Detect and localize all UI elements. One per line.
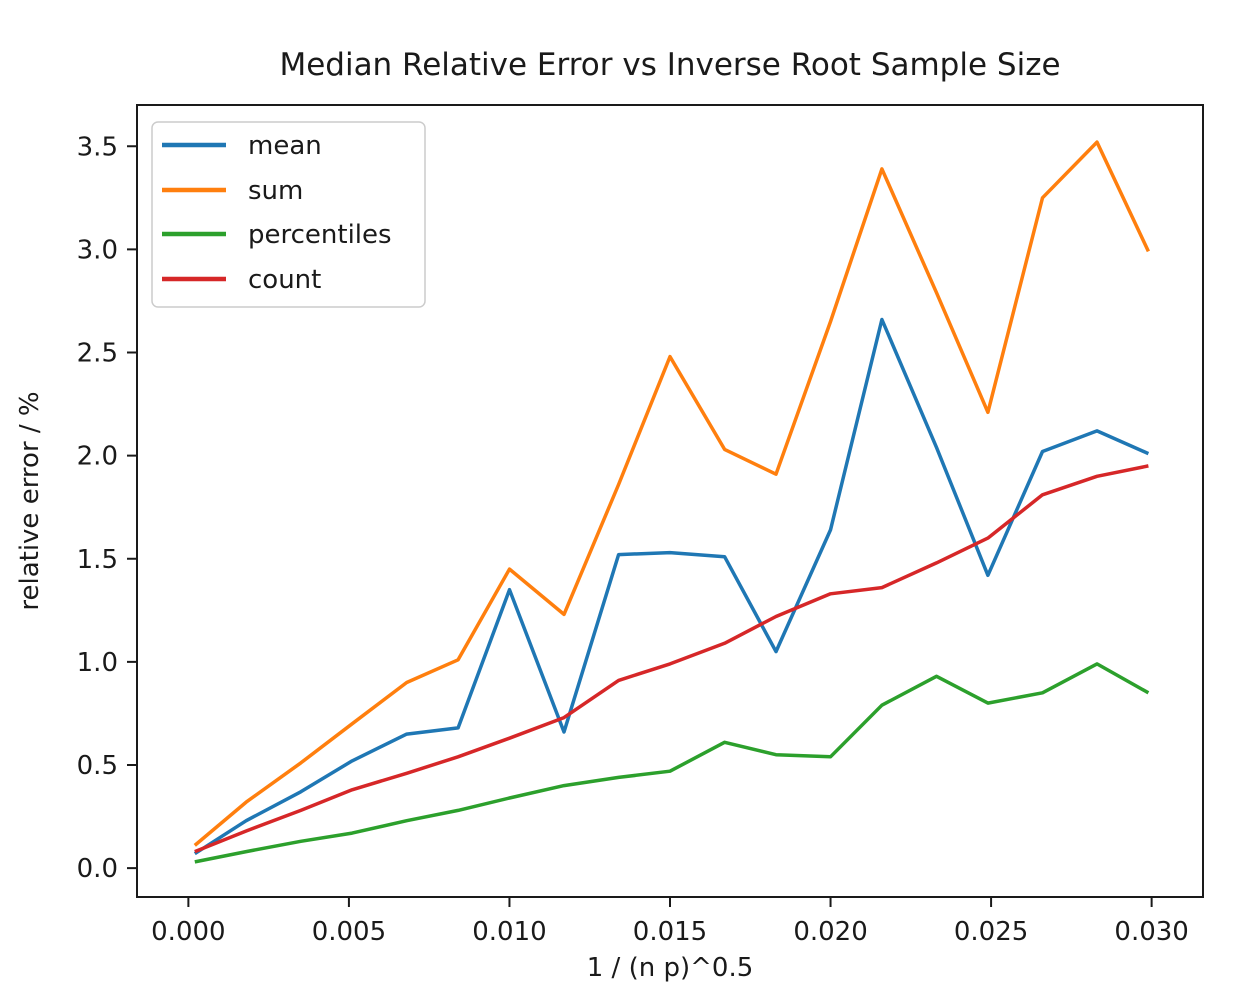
series-line-count	[194, 464, 1149, 854]
series-line-percentiles	[194, 662, 1150, 864]
x-tick-label: 0.015	[633, 917, 707, 947]
series-lines	[193, 140, 1150, 864]
legend-label-percentiles: percentiles	[248, 220, 392, 250]
y-tick-group: 0.0 0.5 1.0 1.5 2.0 2.5 3.0 3.5	[77, 132, 137, 884]
y-tick-label: 3.5	[77, 132, 118, 162]
legend-rows: mean sum percentiles count	[162, 131, 392, 295]
chart-title: Median Relative Error vs Inverse Root Sa…	[279, 47, 1060, 83]
x-axis: 0.000 0.005 0.010 0.015 0.020 0.025 0.030 1 / …	[151, 897, 1189, 983]
y-tick-label: 0.5	[77, 751, 118, 781]
x-tick-label: 0.025	[954, 917, 1028, 947]
legend-label-count: count	[248, 265, 321, 295]
x-tick-label: 0.030	[1114, 917, 1188, 947]
legend: mean sum percentiles count	[151, 121, 426, 308]
x-axis-label: 1 / (n p)^0.5	[587, 953, 754, 983]
legend-box	[151, 121, 426, 308]
y-axis-label: relative error / %	[15, 391, 45, 610]
y-tick-label: 1.0	[77, 648, 118, 678]
series-line-mean	[193, 317, 1150, 856]
x-tick-group: 0.000 0.005 0.010 0.015 0.020 0.025 0.030	[151, 897, 1189, 947]
y-tick-label: 2.0	[77, 442, 118, 472]
y-tick-label: 2.5	[77, 339, 118, 369]
series-line-sum	[193, 140, 1150, 847]
y-tick-label: 1.5	[77, 545, 118, 575]
x-tick-label: 0.020	[793, 917, 867, 947]
legend-label-mean: mean	[248, 131, 322, 161]
legend-label-sum: sum	[248, 176, 303, 206]
x-tick-label: 0.005	[312, 917, 386, 947]
y-tick-label: 3.0	[77, 235, 118, 265]
y-axis: 0.0 0.5 1.0 1.5 2.0 2.5 3.0 3.5 relative error …	[15, 132, 137, 884]
y-tick-label: 0.0	[77, 854, 118, 884]
x-tick-label: 0.010	[472, 917, 546, 947]
x-tick-label: 0.000	[151, 917, 225, 947]
